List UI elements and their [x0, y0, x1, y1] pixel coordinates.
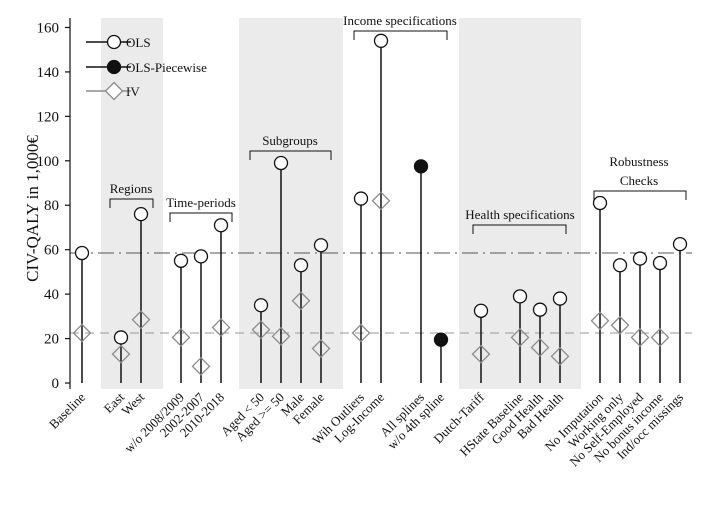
group-bracket-health-specifications	[472, 224, 567, 234]
ols-point-no-self-employed	[632, 251, 648, 266]
iv-point-aged-50	[251, 320, 271, 340]
ols-point-no-imputation	[592, 195, 608, 211]
iv-point-wih-outliers	[351, 323, 371, 343]
group-label-health-specifications: Health specifications	[465, 207, 574, 222]
iv-point-male	[291, 291, 311, 311]
iv-point-hstate-baseline	[510, 328, 530, 347]
iv-point-w-o-2008-2009	[171, 328, 191, 347]
group-bracket-time-periods	[169, 212, 233, 222]
group-label-income-specifications: Income specifications	[343, 13, 457, 28]
iv-point-no-self-employed	[630, 328, 650, 347]
iv-point-baseline	[72, 323, 92, 343]
legend-marker-ols	[106, 34, 122, 50]
iv-point-no-bonus-income	[650, 328, 670, 347]
ols-point-no-bonus-income	[652, 255, 668, 271]
y-tick-label-140: 140	[37, 65, 60, 81]
legend-label-ols-piecewise: OLS-Piecewise	[126, 60, 207, 75]
ols-point-aged-50	[273, 155, 289, 171]
ols-point-hstate-baseline	[512, 289, 528, 304]
ols-point-east	[113, 330, 129, 345]
y-axis: 0 20 40 60 80 100 120 140 160 CIV-QALY in 1,000€	[23, 18, 71, 392]
legend-label-ols: OLS	[126, 35, 151, 50]
legend-marker-ols-piecewise	[106, 59, 122, 75]
y-tick-label-0: 0	[52, 376, 60, 392]
y-tick-label-40: 40	[44, 287, 59, 303]
ols-point-wih-outliers	[353, 191, 369, 206]
ols-piecewise-point-all-splines	[413, 159, 429, 174]
ols-point-good-health	[532, 302, 548, 317]
y-tick-label-60: 60	[44, 243, 59, 259]
ols-point-bad-health	[552, 291, 568, 306]
ols-point-2010-2018	[213, 218, 229, 233]
iv-point-no-imputation	[590, 311, 610, 331]
category-label-west: West	[118, 389, 147, 418]
ols-point-female	[313, 238, 329, 253]
ols-point-log-income	[373, 33, 389, 48]
group-label-subgroups: Subgroups	[262, 133, 318, 148]
y-tick-label-160: 160	[37, 20, 60, 36]
group-label-time-periods: Time-periods	[166, 195, 236, 210]
group-label-robustness-checks-line-1: Robustness	[609, 154, 668, 169]
y-tick-label-100: 100	[37, 154, 60, 170]
ols-point-w-o-2008-2009	[173, 253, 189, 268]
y-axis-title: CIV-QALY in 1,000€	[23, 135, 42, 282]
group-bracket-subgroups	[249, 150, 332, 160]
iv-point-log-income	[371, 191, 391, 211]
ols-point-ind-occ-missings	[672, 236, 688, 252]
iv-point-2010-2018	[211, 318, 231, 337]
iv-point-2002-2007	[191, 356, 211, 376]
legend-label-iv: IV	[126, 84, 140, 99]
iv-point-east	[111, 344, 131, 364]
group-bracket-robustness-checks	[593, 190, 687, 200]
iv-point-good-health	[530, 338, 550, 357]
group-labels: Regions Time-periods Subgroups Income speci…	[109, 13, 687, 234]
ols-point-baseline	[74, 245, 90, 261]
ols-point-dutch-tariff	[473, 303, 489, 318]
iv-point-bad-health	[550, 346, 570, 366]
legend: OLS OLS-Piecewise IV	[86, 34, 207, 101]
y-tick-label-120: 120	[37, 109, 60, 125]
iv-point-working-only	[610, 315, 630, 335]
group-label-regions: Regions	[110, 181, 153, 196]
ols-point-west	[133, 206, 149, 222]
iv-point-west	[131, 310, 151, 330]
group-bracket-regions	[109, 198, 154, 208]
group-band-2	[239, 18, 343, 389]
iv-point-female	[311, 339, 331, 358]
ols-point-aged-50	[253, 298, 269, 313]
group-label-robustness-checks-line-2: Checks	[620, 173, 658, 188]
iv-point-aged-50	[271, 326, 291, 346]
ols-point-male	[293, 258, 309, 273]
ols-piecewise-point-w-o-4th-spline	[433, 332, 449, 347]
y-tick-label-80: 80	[44, 198, 59, 214]
legend-marker-iv	[104, 81, 124, 101]
markers	[72, 33, 688, 376]
category-label-baseline: Baseline	[46, 389, 88, 431]
y-tick-label-20: 20	[44, 332, 59, 348]
group-bracket-income-specifications	[353, 30, 448, 40]
stems	[81, 40, 681, 383]
ols-point-2002-2007	[193, 249, 209, 264]
ols-point-working-only	[612, 258, 628, 273]
iv-point-dutch-tariff	[471, 344, 491, 364]
